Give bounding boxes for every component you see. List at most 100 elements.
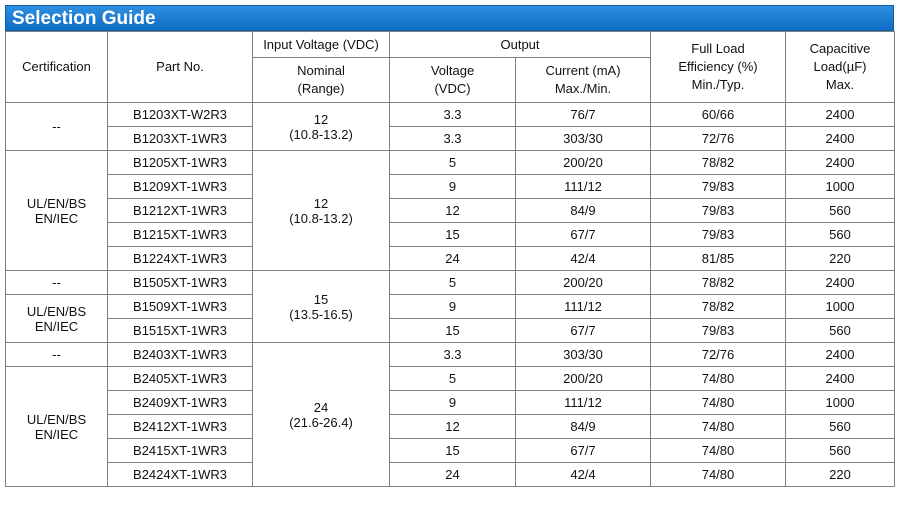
part-number-cell: B1505XT-1WR3 [107, 270, 253, 295]
table-row: B1212XT-1WR3 12 84/9 79/83 560 [6, 198, 895, 223]
header-nominal-line1: Nominal [297, 63, 345, 78]
header-voltage-line1: Voltage [430, 63, 475, 78]
header-current-line2: Max./Min. [554, 81, 612, 96]
certification-line1: -- [52, 347, 61, 362]
header-cap-line1: Capacitive [809, 41, 871, 56]
table-row: UL/EN/BS EN/IEC B2405XT-1WR3 5 200/20 74/80 24… [5, 366, 895, 487]
header-voltage: Voltage (VDC) [389, 57, 516, 103]
capacitive-load-cell: 560 [785, 198, 895, 223]
header-efficiency-line1: Full Load [691, 41, 745, 56]
efficiency-cell: 79/83 [650, 222, 786, 247]
output-voltage-cell: 12 [389, 198, 516, 223]
certification-line1: UL/EN/BS [26, 303, 87, 319]
part-number-cell: B1509XT-1WR3 [107, 294, 253, 319]
certification-cell: UL/EN/BS EN/IEC [5, 366, 108, 487]
part-number-cell: B1203XT-1WR3 [107, 126, 253, 151]
header-capacitive-load: Capacitive Load(µF) Max. [785, 31, 895, 103]
header-efficiency-line2: Efficiency (%) [678, 59, 758, 74]
header-cap-line2: Load(µF) [813, 59, 867, 74]
output-current-cell: 67/7 [515, 222, 651, 247]
part-number-cell: B1212XT-1WR3 [107, 198, 253, 223]
output-voltage-cell: 9 [389, 294, 516, 319]
efficiency-cell: 79/83 [650, 174, 786, 199]
output-voltage-cell: 12 [389, 414, 516, 439]
capacitive-load-cell: 560 [785, 222, 895, 247]
part-number-cell: B2412XT-1WR3 [107, 414, 253, 439]
output-current-cell: 84/9 [515, 414, 651, 439]
table-row: B1224XT-1WR3 24 42/4 81/85 220 [6, 246, 895, 271]
output-voltage-cell: 3.3 [389, 102, 516, 127]
table-row: B1215XT-1WR3 15 67/7 79/83 560 [6, 222, 895, 247]
output-current-cell: 111/12 [515, 390, 651, 415]
output-current-cell: 303/30 [515, 126, 651, 151]
certification-cell: -- [5, 270, 108, 295]
output-voltage-cell: 15 [389, 438, 516, 463]
header-input-voltage: Input Voltage (VDC) [252, 31, 390, 58]
table-row: UL/EN/BS EN/IEC B1509XT-1WR3 9 111/12 78/82 10… [5, 294, 895, 343]
input-voltage-cell: 12 (10.8-13.2) [252, 102, 390, 151]
capacitive-load-cell: 2400 [785, 342, 895, 367]
input-nominal: 12 [313, 111, 329, 127]
capacitive-load-cell: 1000 [785, 294, 895, 319]
output-current-cell: 67/7 [515, 318, 651, 343]
capacitive-load-cell: 220 [785, 462, 895, 487]
output-voltage-cell: 15 [389, 222, 516, 247]
input-voltage-cell: 15 (13.5-16.5) [252, 270, 390, 343]
output-current-cell: 200/20 [515, 150, 651, 175]
header-row-1: Certification Part No. Input Voltage (VD… [5, 31, 895, 103]
header-efficiency-line3: Min./Typ. [691, 77, 745, 92]
capacitive-load-cell: 2400 [785, 366, 895, 391]
output-current-cell: 84/9 [515, 198, 651, 223]
certification-cell: -- [5, 342, 108, 367]
efficiency-cell: 72/76 [650, 126, 786, 151]
capacitive-load-cell: 220 [785, 246, 895, 271]
header-part-no: Part No. [107, 31, 253, 103]
efficiency-cell: 79/83 [650, 318, 786, 343]
selection-guide: Selection Guide Certification Part No. I… [5, 5, 895, 487]
header-cap-line3: Max. [825, 77, 855, 92]
table-body: -- B1203XT-W2R3 12 (10.8-13.2) 3.3 76/7 60/66 2… [5, 102, 895, 487]
output-current-cell: 303/30 [515, 342, 651, 367]
certification-line2: EN/IEC [34, 318, 79, 334]
efficiency-cell: 78/82 [650, 150, 786, 175]
capacitive-load-cell: 2400 [785, 126, 895, 151]
output-voltage-cell: 3.3 [389, 126, 516, 151]
header-efficiency: Full Load Efficiency (%) Min./Typ. [650, 31, 786, 103]
part-number-cell: B1205XT-1WR3 [107, 150, 253, 175]
header-current: Current (mA) Max./Min. [515, 57, 651, 103]
part-number-cell: B1203XT-W2R3 [107, 102, 253, 127]
table-row: B1515XT-1WR3 15 67/7 79/83 560 [6, 318, 895, 343]
capacitive-load-cell: 560 [785, 318, 895, 343]
capacitive-load-cell: 1000 [785, 174, 895, 199]
output-voltage-cell: 24 [389, 462, 516, 487]
input-nominal: 12 [313, 195, 329, 211]
header-row-2: Nominal (Range) Voltage (VDC) Current (m… [6, 57, 895, 103]
efficiency-cell: 81/85 [650, 246, 786, 271]
certification-line1: -- [52, 119, 61, 134]
table-row: -- B1505XT-1WR3 15 (13.5-16.5) 5 200/20 78/82 2… [5, 270, 895, 343]
output-current-cell: 111/12 [515, 174, 651, 199]
output-current-cell: 200/20 [515, 270, 651, 295]
efficiency-cell: 78/82 [650, 270, 786, 295]
header-current-line1: Current (mA) [545, 63, 621, 78]
output-voltage-cell: 3.3 [389, 342, 516, 367]
efficiency-cell: 78/82 [650, 294, 786, 319]
efficiency-cell: 79/83 [650, 198, 786, 223]
table-row: B2424XT-1WR3 24 42/4 74/80 220 [6, 462, 895, 487]
certification-line1: UL/EN/BS [26, 195, 87, 211]
certification-line1: UL/EN/BS [26, 411, 87, 427]
header-output: Output [389, 31, 651, 58]
input-range: (10.8-13.2) [289, 126, 353, 142]
certification-line1: -- [52, 275, 61, 290]
capacitive-load-cell: 2400 [785, 150, 895, 175]
header-certification: Certification [5, 31, 108, 103]
output-voltage-cell: 9 [389, 390, 516, 415]
part-number-cell: B2424XT-1WR3 [107, 462, 253, 487]
table-row: UL/EN/BS EN/IEC B1205XT-1WR3 12 (10.8-13.2) 5… [5, 150, 895, 271]
table-row: B1203XT-1WR3 3.3 303/30 72/76 2400 [6, 126, 895, 151]
output-voltage-cell: 24 [389, 246, 516, 271]
part-number-cell: B2409XT-1WR3 [107, 390, 253, 415]
input-range: (21.6-26.4) [289, 414, 353, 430]
input-nominal: 15 [313, 291, 329, 307]
output-voltage-cell: 5 [389, 366, 516, 391]
